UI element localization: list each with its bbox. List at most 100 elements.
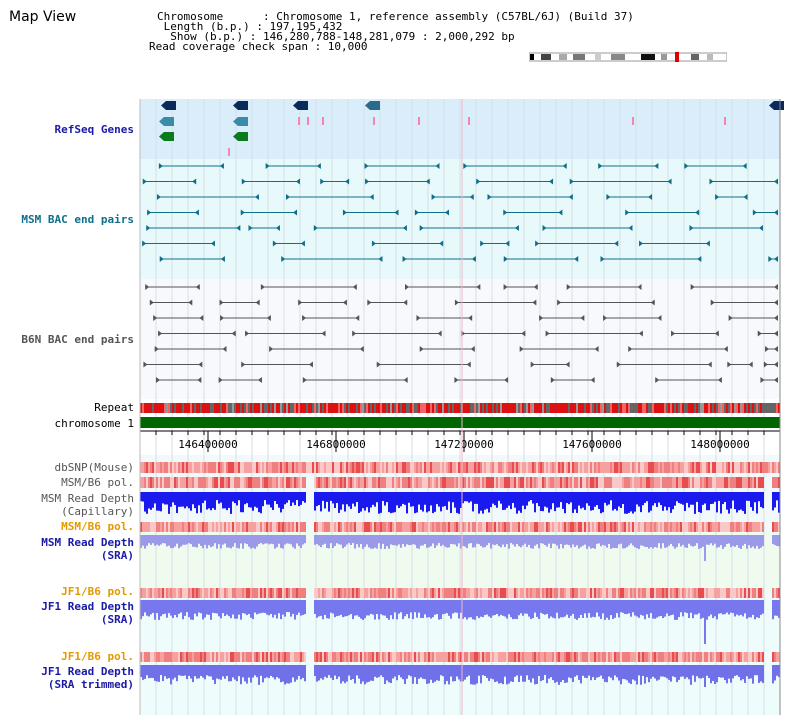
label-refseq-genes[interactable]: RefSeq Genes xyxy=(54,123,134,136)
heat-cell xyxy=(372,462,374,473)
heat-cell xyxy=(276,477,278,488)
depth-bar xyxy=(434,665,436,682)
heat-cell xyxy=(694,588,696,598)
depth-bar xyxy=(280,535,282,548)
heat-cell xyxy=(288,652,290,662)
heat-cell xyxy=(368,652,370,662)
repeat-segment xyxy=(148,403,150,413)
heat-cell xyxy=(214,477,216,488)
depth-bar xyxy=(156,535,158,545)
heat-cell xyxy=(778,652,780,662)
depth-bar xyxy=(618,492,620,507)
depth-bar xyxy=(396,535,398,546)
heat-cell xyxy=(406,652,408,662)
depth-bar xyxy=(762,665,764,683)
depth-bar xyxy=(494,665,496,683)
heat-cell xyxy=(494,522,496,532)
heat-cell xyxy=(158,652,160,662)
depth-bar xyxy=(742,535,744,546)
depth-bar xyxy=(390,492,392,514)
heat-cell xyxy=(376,652,378,662)
heat-cell xyxy=(356,462,358,473)
repeat-segment xyxy=(682,403,684,413)
heat-cell xyxy=(562,462,564,473)
heat-cell xyxy=(352,462,354,473)
heat-cell xyxy=(336,477,338,488)
depth-bar xyxy=(676,492,678,502)
heat-cell xyxy=(774,588,776,598)
depth-bar xyxy=(608,600,610,620)
depth-bar xyxy=(184,600,186,616)
heat-cell xyxy=(168,652,170,662)
depth-bar xyxy=(614,665,616,676)
heat-cell xyxy=(490,652,492,662)
label-msm-bac-end-pairs[interactable]: MSM BAC end pairs xyxy=(21,213,134,226)
heat-cell xyxy=(280,652,282,662)
heat-cell xyxy=(170,522,172,532)
depth-bar xyxy=(350,600,352,615)
depth-bar xyxy=(436,600,438,615)
depth-bar xyxy=(170,492,172,507)
heat-cell xyxy=(180,588,182,598)
depth-bar xyxy=(414,492,416,514)
depth-bar xyxy=(230,492,232,514)
heat-cell xyxy=(544,522,546,532)
heat-cell xyxy=(412,588,414,598)
depth-bar xyxy=(666,600,668,614)
chromosome-ideogram[interactable] xyxy=(529,52,727,62)
heat-cell xyxy=(240,652,242,662)
heat-cell xyxy=(708,462,710,473)
heat-cell xyxy=(180,522,182,532)
heat-cell xyxy=(704,462,706,473)
heat-cell xyxy=(724,652,726,662)
heat-cell xyxy=(668,652,670,662)
repeat-segment xyxy=(394,403,396,413)
heat-cell xyxy=(548,652,550,662)
heat-cell xyxy=(498,588,500,598)
heat-cell xyxy=(598,477,600,488)
depth-bar xyxy=(488,600,490,617)
depth-bar xyxy=(730,600,732,613)
repeat-segment xyxy=(326,403,328,413)
depth-bar xyxy=(456,600,458,613)
depth-bar xyxy=(256,492,258,508)
depth-bar xyxy=(244,535,246,544)
repeat-segment xyxy=(612,403,614,413)
heat-cell xyxy=(680,588,682,598)
depth-bar xyxy=(526,535,528,548)
bac-end-marker xyxy=(763,361,768,368)
heat-cell xyxy=(772,522,774,532)
depth-bar xyxy=(678,600,680,618)
heat-cell xyxy=(492,522,494,532)
heat-cell xyxy=(592,462,594,473)
depth-bar xyxy=(240,600,242,620)
heat-cell xyxy=(636,522,638,532)
heat-cell xyxy=(340,477,342,488)
heat-cell xyxy=(142,477,144,488)
repeat-segment xyxy=(266,403,268,413)
depth-bar xyxy=(626,600,628,615)
heat-cell xyxy=(734,477,736,488)
heat-cell xyxy=(322,588,324,598)
heat-cell xyxy=(338,652,340,662)
repeat-segment xyxy=(408,403,410,413)
depth-bar xyxy=(478,535,480,545)
repeat-segment xyxy=(548,403,550,413)
depth-bar xyxy=(558,535,560,549)
depth-bar xyxy=(472,535,474,548)
depth-bar xyxy=(418,600,420,613)
repeat-segment xyxy=(384,403,386,413)
heat-cell xyxy=(450,522,452,532)
depth-bar xyxy=(548,665,550,679)
bac-end-marker xyxy=(394,209,399,216)
heat-cell xyxy=(150,588,152,598)
label-b6n-bac-end-pairs[interactable]: B6N BAC end pairs xyxy=(21,333,134,346)
depth-bar xyxy=(154,600,156,620)
depth-bar xyxy=(426,535,428,548)
depth-bar xyxy=(626,665,628,681)
heat-cell xyxy=(728,522,730,532)
repeat-segment xyxy=(210,403,212,413)
depth-bar xyxy=(260,665,262,676)
heat-cell xyxy=(680,522,682,532)
